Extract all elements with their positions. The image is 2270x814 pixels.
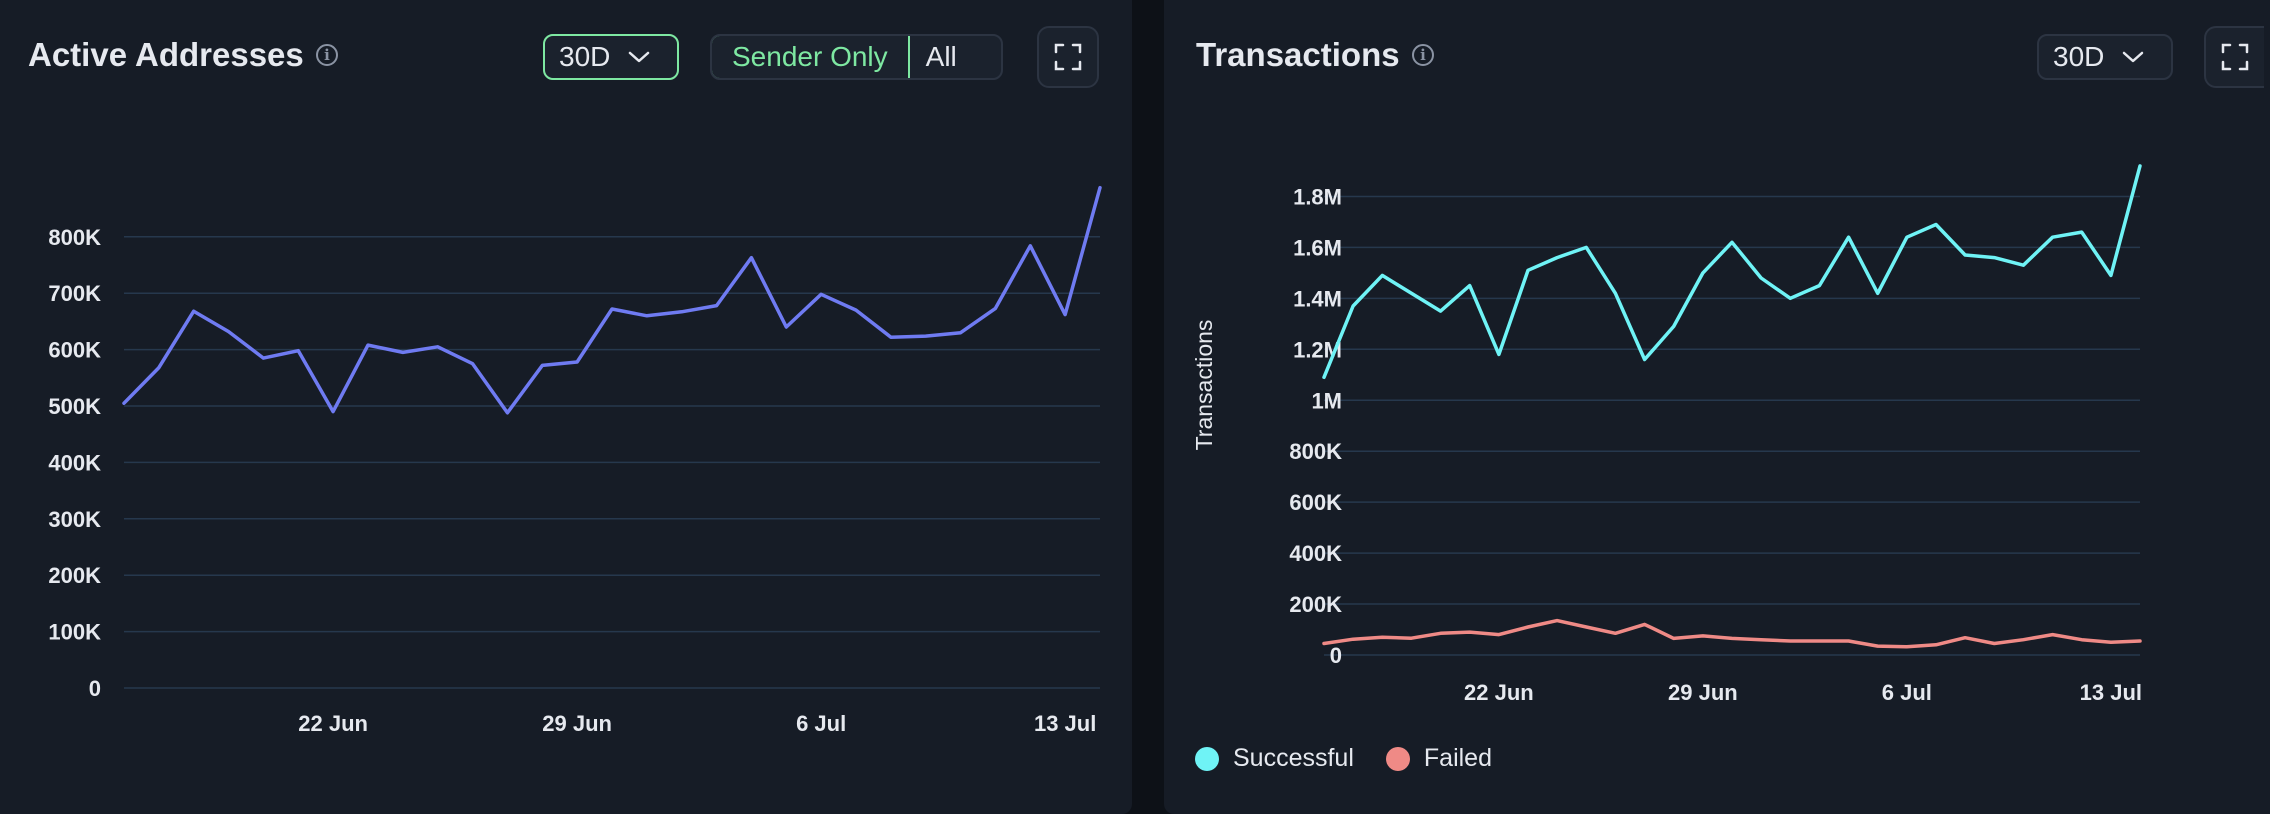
range-dropdown-label: 30D: [2053, 41, 2105, 72]
active-addresses-title: Active Addresses: [28, 36, 304, 73]
transactions-ylabel: Transactions: [1191, 320, 1217, 451]
addresses-ytick-label: 400K: [48, 450, 101, 475]
sender-only-toggle[interactable]: Sender Only: [712, 36, 910, 78]
legend-label-failed: Failed: [1423, 744, 1492, 772]
addresses-ytick-label: 600K: [48, 338, 101, 363]
transactions-ytick-label: 0: [1330, 643, 1342, 668]
addresses-ytick-label: 300K: [48, 507, 101, 532]
addresses-series-line: [122, 185, 1102, 415]
addresses-ytick-label: 100K: [48, 620, 101, 645]
addresses-ytick-label: 0: [89, 676, 101, 701]
addresses-ytick-label: 200K: [48, 563, 101, 588]
fullscreen-button-transactions[interactable]: [2204, 26, 2264, 88]
transactions-ytick-label: 600K: [1289, 490, 1342, 515]
addresses-xtick-label: 6 Jul: [796, 711, 846, 736]
transactions-ytick-label: 200K: [1289, 592, 1342, 617]
legend-item-failed[interactable]: Failed: [1385, 744, 1492, 773]
addresses-ytick-label: 800K: [48, 225, 101, 250]
range-dropdown-addresses[interactable]: 30D: [543, 34, 679, 80]
transactions-xtick-label: 13 Jul: [2080, 680, 2142, 705]
fullscreen-icon: [1054, 43, 1082, 71]
transactions-series-successful: [1322, 164, 2142, 380]
active-addresses-panel: Active Addresses i 30D Sender Only All: [0, 0, 1132, 814]
info-icon[interactable]: i: [316, 44, 338, 66]
addresses-xtick-label: 13 Jul: [1034, 711, 1096, 736]
transactions-ytick-label: 1M: [1311, 388, 1342, 413]
all-toggle[interactable]: All: [925, 41, 957, 72]
chevron-down-icon: [629, 51, 650, 63]
transactions-xtick-label: 29 Jun: [1668, 680, 1738, 705]
transactions-series-failed: [1322, 618, 2142, 649]
transactions-ytick-label: 400K: [1289, 541, 1342, 566]
transactions-ytick-label: 1.6M: [1293, 235, 1342, 260]
range-dropdown-label: 30D: [559, 41, 611, 72]
addresses-ytick-label: 700K: [48, 281, 101, 306]
fullscreen-button-addresses[interactable]: [1037, 26, 1099, 88]
legend-label-successful: Successful: [1233, 744, 1354, 772]
legend-item-successful[interactable]: Successful: [1195, 744, 1354, 773]
addresses-xtick-label: 29 Jun: [542, 711, 612, 736]
transactions-legend: Successful Failed: [1195, 744, 1510, 773]
chevron-down-icon: [2123, 51, 2144, 63]
transactions-ytick-label: 800K: [1289, 439, 1342, 464]
addresses-xtick-label: 22 Jun: [298, 711, 368, 736]
transactions-panel: [1164, 0, 2270, 814]
range-dropdown-transactions[interactable]: 30D: [2037, 34, 2173, 80]
transactions-ytick-label: 1.8M: [1293, 184, 1342, 209]
transactions-ytick-label: 1.4M: [1293, 286, 1342, 311]
sender-filter-toggle: Sender Only All: [710, 34, 1003, 80]
legend-dot-failed: [1385, 746, 1410, 771]
legend-dot-successful: [1195, 746, 1219, 771]
addresses-ytick-label: 500K: [48, 394, 101, 419]
info-icon[interactable]: i: [1412, 44, 1434, 66]
transactions-xtick-label: 22 Jun: [1464, 680, 1534, 705]
transactions-xtick-label: 6 Jul: [1882, 680, 1932, 705]
transactions-title: Transactions: [1196, 36, 1400, 73]
fullscreen-icon: [2221, 43, 2249, 71]
